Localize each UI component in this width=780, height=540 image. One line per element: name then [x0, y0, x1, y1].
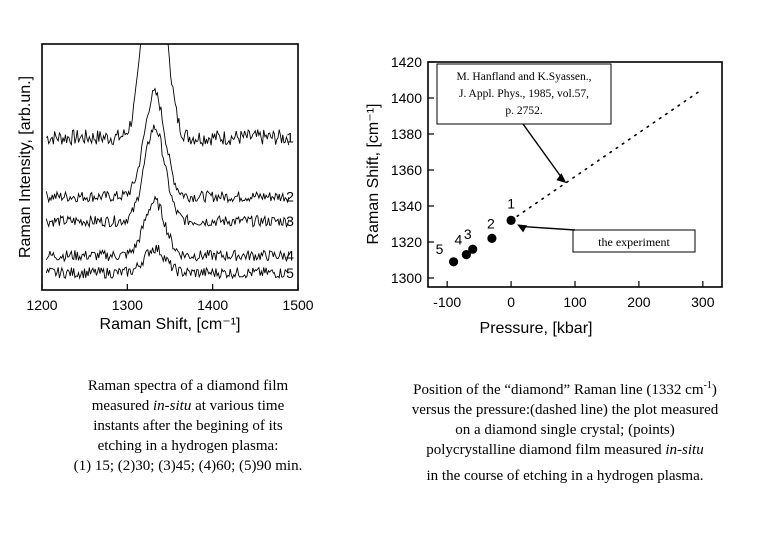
data-point-2 [487, 233, 497, 243]
data-point-4 [461, 250, 471, 260]
right-x-tick-label: 300 [691, 294, 715, 310]
right-caption-line-2: versus the pressure:(dashed line) the pl… [411, 402, 719, 418]
spectrum-line-2 [45, 87, 290, 204]
data-point-5 [448, 257, 459, 267]
left-spectra-group [45, 43, 290, 280]
caption-text: etching in a hydrogen plasma: [97, 438, 279, 454]
right-y-tick-label: 1420 [391, 54, 422, 70]
left-series-labels: 1 2 3 45 [286, 129, 294, 280]
reference-annotation-box [436, 63, 612, 125]
right-x-axis-label: Pressure, [kbar] [480, 320, 593, 337]
reference-dotted-line [510, 88, 704, 222]
right-x-tick-label: 200 [627, 294, 651, 310]
data-point-3 [468, 244, 478, 254]
data-point-label-1: 1 [507, 195, 515, 211]
right-caption-line-1: Position of the “diamond” Raman line (13… [372, 376, 758, 400]
reference-arrow-head [556, 173, 567, 184]
right-x-tick-label: -100 [433, 294, 461, 310]
caption-superscript: -1 [703, 380, 712, 391]
caption-text: (1) 15; (2)30; (3)45; (4)60; (5)90 min. [73, 458, 303, 474]
right-y-tick-label: 1380 [391, 126, 422, 142]
spectrum-label-1: 1 [286, 129, 294, 145]
reference-annotation-text: J. Appl. Phys., 1985, vol.57, [459, 88, 589, 100]
caption-text: Position of the “diamond” Raman line (13… [413, 382, 704, 398]
right-caption-line-3: on a diamond single crystal; (points) [455, 422, 675, 438]
experiment-annotation-box [572, 229, 696, 253]
left-caption-line-4: etching in a hydrogen plasma: [38, 436, 338, 456]
right-y-tick-label: 1360 [391, 162, 422, 178]
experiment-arrow-head [517, 224, 528, 233]
raman-spectra-chart: 1 2 3 45 1200 1300 1400 1500 Raman Shift, [cm⁻… [17, 43, 314, 333]
experiment-arrow-line [521, 225, 576, 231]
spectrum-label-5: 5 [286, 265, 294, 281]
caption-text: at various time [191, 398, 285, 414]
spectrum-line-1 [45, 43, 290, 148]
pressure-shift-chart: -100 0 100 200 300 1300132013401360138014001… [365, 54, 723, 337]
data-point-1 [506, 215, 516, 225]
annotations-group: M. Hanfland and K.Syassen., J. Appl. Phys… [436, 63, 696, 253]
left-caption-line-2: measured in-situ at various time [38, 396, 338, 416]
right-y-axis-ticks: 1300 1320 1340 1360 1380 1400 1420 [391, 54, 434, 286]
left-caption-line-3: instants after the begining of its [38, 416, 338, 436]
caption-italic: in-situ [665, 442, 704, 458]
left-x-axis-label: Raman Shift, [cm⁻¹] [100, 316, 241, 333]
right-y-tick-label: 1300 [391, 270, 422, 286]
left-x-tick-label: 1300 [112, 297, 143, 313]
spectrum-line-5 [45, 244, 289, 280]
left-figure-caption: Raman spectra of a diamond film measured … [38, 376, 338, 476]
caption-text: polycrystalline diamond film measured [426, 442, 666, 458]
spectrum-label-4: 4 [286, 248, 294, 264]
right-x-axis-ticks: -100 0 100 200 300 [433, 281, 715, 310]
caption-text: instants after the begining of its [93, 418, 283, 434]
spectrum-label-2: 2 [286, 189, 294, 205]
caption-text: ) [711, 382, 717, 398]
spectrum-line-4 [45, 195, 290, 263]
right-y-tick-label: 1340 [391, 198, 422, 214]
left-caption-line-1: Raman spectra of a diamond film [38, 376, 338, 396]
right-figure-caption: Position of the “diamond” Raman line (13… [372, 376, 758, 486]
caption-text: measured [91, 398, 153, 414]
experiment-annotation-text: the experiment [598, 235, 670, 249]
spectrum-line-3 [45, 124, 290, 229]
left-x-tick-label: 1500 [282, 297, 313, 313]
left-x-tick-label: 1200 [26, 297, 57, 313]
data-point-label-3: 3 [464, 226, 472, 242]
left-caption-line-5: (1) 15; (2)30; (3)45; (4)60; (5)90 min. [38, 456, 338, 476]
right-caption-line-4: polycrystalline diamond film measured in… [372, 440, 758, 460]
caption-text: Raman spectra of a diamond film [87, 378, 289, 394]
right-y-axis-label: Raman Shift, [cm⁻¹] [365, 104, 382, 245]
reference-arrow-line [522, 123, 564, 181]
reference-line [510, 88, 704, 222]
right-caption-line-5: in the course of etching in a hydrogen p… [426, 468, 704, 484]
left-y-axis-label: Raman Intensity, [arb.un.] [17, 76, 34, 258]
right-x-tick-label: 100 [563, 294, 587, 310]
right-y-tick-label: 1400 [391, 90, 422, 106]
right-x-tick-label: 0 [507, 294, 515, 310]
left-x-axis-ticks: 1200 1300 1400 1500 [26, 284, 314, 313]
reference-annotation-text: M. Hanfland and K.Syassen., [456, 71, 591, 83]
left-x-tick-label: 1400 [197, 297, 228, 313]
data-point-label-2: 2 [487, 215, 495, 231]
reference-annotation-text: p. 2752. [505, 105, 543, 117]
spectrum-label-3: 3 [286, 213, 294, 229]
data-point-label-5: 5 [436, 241, 444, 257]
right-y-tick-label: 1320 [391, 234, 422, 250]
data-point-label-4: 4 [454, 232, 462, 248]
caption-italic: in-situ [152, 398, 192, 414]
left-plot-frame [41, 43, 299, 291]
